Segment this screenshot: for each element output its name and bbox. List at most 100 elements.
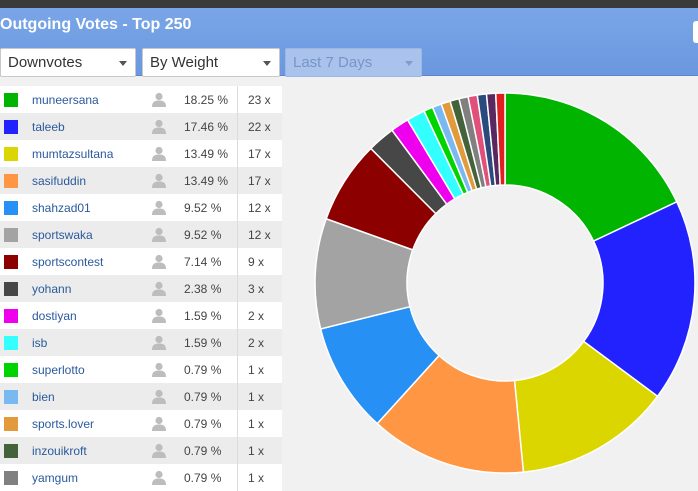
voter-name-link[interactable]: inzouikroft (32, 444, 87, 458)
column-divider (237, 464, 238, 491)
user-icon[interactable] (152, 281, 166, 296)
voter-name-link[interactable]: bien (32, 390, 55, 404)
color-swatch (4, 417, 18, 431)
vote-percent: 7.14 % (184, 255, 222, 269)
voter-name-link[interactable]: taleeb (32, 120, 65, 134)
donut-slice-muneersana[interactable] (504, 92, 678, 243)
list-item: sports.lover 0.79 % 1 x (0, 410, 282, 437)
vote-percent: 13.49 % (184, 147, 229, 161)
time-range-select: Last 7 Days (285, 48, 422, 77)
voter-name-link[interactable]: mumtazsultana (32, 147, 114, 161)
sort-mode-value: By Weight (150, 54, 219, 71)
vote-type-select[interactable]: Downvotes (0, 48, 136, 77)
chevron-down-icon (405, 61, 413, 66)
vote-percent: 9.52 % (184, 201, 222, 215)
user-icon[interactable] (152, 416, 166, 431)
color-swatch (4, 309, 18, 323)
user-icon[interactable] (152, 389, 166, 404)
vote-percent: 17.46 % (184, 120, 229, 134)
vote-percent: 0.79 % (184, 471, 222, 485)
vote-percent: 2.38 % (184, 282, 222, 296)
column-divider (237, 302, 238, 329)
donut-slice-taleeb[interactable] (582, 200, 696, 398)
sort-mode-select[interactable]: By Weight (142, 48, 280, 77)
column-divider (237, 356, 238, 383)
voter-name-link[interactable]: shahzad01 (32, 201, 91, 215)
color-swatch (4, 93, 18, 107)
vote-percent: 13.49 % (184, 174, 229, 188)
color-swatch (4, 201, 18, 215)
column-divider (237, 113, 238, 140)
voter-name-link[interactable]: muneersana (32, 93, 99, 107)
user-icon[interactable] (152, 470, 166, 485)
user-icon[interactable] (152, 227, 166, 242)
vote-count: 12 x (248, 201, 271, 215)
vote-count: 12 x (248, 228, 271, 242)
column-divider (237, 167, 238, 194)
panel-title: Outgoing Votes - Top 250 (0, 16, 192, 33)
color-swatch (4, 174, 18, 188)
color-swatch (4, 147, 18, 161)
voter-name-link[interactable]: dostiyan (32, 309, 77, 323)
list-item: mumtazsultana 13.49 % 17 x (0, 140, 282, 167)
vote-percent: 0.79 % (184, 363, 222, 377)
vote-count: 17 x (248, 174, 271, 188)
vote-count: 3 x (248, 282, 265, 296)
votes-donut-chart (314, 92, 696, 474)
list-item: inzouikroft 0.79 % 1 x (0, 437, 282, 464)
list-item: sasifuddin 13.49 % 17 x (0, 167, 282, 194)
user-icon[interactable] (152, 335, 166, 350)
user-icon[interactable] (152, 173, 166, 188)
vote-count: 23 x (248, 93, 271, 107)
chevron-down-icon (263, 61, 271, 66)
column-divider (237, 383, 238, 410)
user-icon[interactable] (152, 92, 166, 107)
vote-percent: 0.79 % (184, 444, 222, 458)
user-icon[interactable] (152, 254, 166, 269)
user-icon[interactable] (152, 362, 166, 377)
voter-name-link[interactable]: sportscontest (32, 255, 104, 269)
column-divider (237, 410, 238, 437)
column-divider (237, 248, 238, 275)
vote-count: 9 x (248, 255, 265, 269)
voter-name-link[interactable]: superlotto (32, 363, 85, 377)
list-item: shahzad01 9.52 % 12 x (0, 194, 282, 221)
vote-percent: 18.25 % (184, 93, 229, 107)
voter-name-link[interactable]: sasifuddin (32, 174, 87, 188)
user-icon[interactable] (152, 200, 166, 215)
user-icon[interactable] (152, 146, 166, 161)
vote-count: 2 x (248, 309, 265, 323)
votes-chart-area (298, 86, 698, 487)
donut-slice-other-18[interactable] (494, 92, 506, 186)
color-swatch (4, 444, 18, 458)
close-button[interactable] (693, 21, 698, 43)
voter-name-link[interactable]: sports.lover (32, 417, 95, 431)
vote-count: 17 x (248, 147, 271, 161)
column-divider (237, 275, 238, 302)
list-item: superlotto 0.79 % 1 x (0, 356, 282, 383)
vote-count: 1 x (248, 471, 265, 485)
time-range-value: Last 7 Days (293, 54, 373, 71)
vote-percent: 0.79 % (184, 417, 222, 431)
window-top-strip (0, 0, 698, 8)
color-swatch (4, 120, 18, 134)
voter-name-link[interactable]: isb (32, 336, 48, 350)
color-swatch (4, 363, 18, 377)
list-item: dostiyan 1.59 % 2 x (0, 302, 282, 329)
vote-count: 1 x (248, 390, 265, 404)
color-swatch (4, 390, 18, 404)
column-divider (237, 194, 238, 221)
user-icon[interactable] (152, 119, 166, 134)
voter-name-link[interactable]: yohann (32, 282, 72, 296)
user-icon[interactable] (152, 308, 166, 323)
panel-header: Outgoing Votes - Top 250 Downvotes By We… (0, 8, 698, 77)
column-divider (237, 140, 238, 167)
voter-name-link[interactable]: yamgum (32, 471, 79, 485)
voter-name-link[interactable]: sportswaka (32, 228, 93, 242)
user-icon[interactable] (152, 443, 166, 458)
vote-type-value: Downvotes (8, 54, 83, 71)
list-item: sportswaka 9.52 % 12 x (0, 221, 282, 248)
vote-percent: 1.59 % (184, 309, 222, 323)
vote-count: 1 x (248, 444, 265, 458)
color-swatch (4, 255, 18, 269)
